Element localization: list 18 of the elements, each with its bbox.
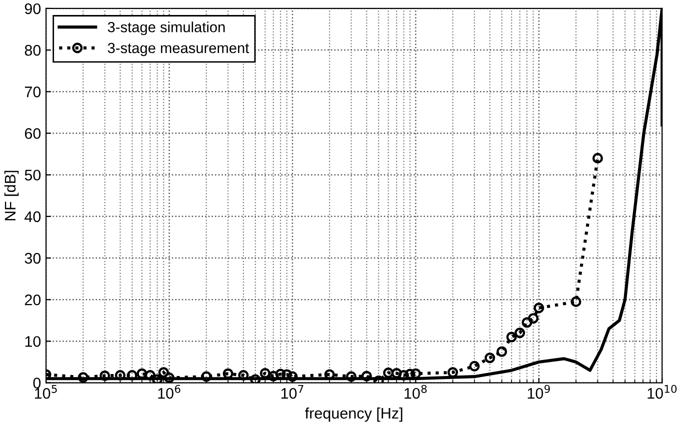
- y-tick-label: 40: [24, 211, 41, 222]
- x-tick-label: 10$^{7}$: [281, 385, 304, 399]
- x-tick-label: 10$^{9}$: [528, 384, 550, 399]
- y-tick-label: 70: [24, 86, 41, 98]
- x-tick-label: 10$^{10}$: [648, 384, 677, 399]
- x-tick-label: 10$^{6}$: [158, 384, 180, 399]
- y-tick-label: 50: [24, 170, 41, 181]
- y-tick-label: 10: [25, 336, 41, 347]
- x-tick-label: 10$^{8}$: [404, 384, 427, 399]
- legend-label: 3-stage measurement: [108, 42, 250, 56]
- x-axis-title: frequency [Hz]: [305, 407, 402, 422]
- y-tick-label: 90: [24, 3, 41, 14]
- y-tick-label: 80: [24, 44, 41, 56]
- y-tick-label: 60: [24, 128, 41, 139]
- y-tick-label: 20: [24, 294, 41, 306]
- y-axis-title: NF [dB]: [4, 170, 19, 220]
- y-tick-label: 30: [24, 252, 41, 264]
- legend-label: 3-stage simulation: [108, 22, 225, 36]
